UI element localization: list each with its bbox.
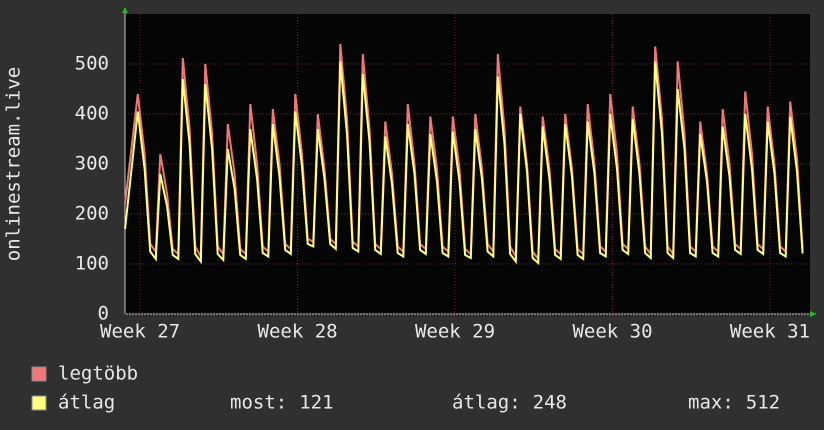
stat-label: max: xyxy=(688,392,734,414)
y-tick-label: 500 xyxy=(75,53,109,75)
legend-swatch xyxy=(31,395,47,411)
x-tick-label: Week 28 xyxy=(258,321,338,343)
y-tick-label: 100 xyxy=(75,253,109,275)
y-tick-label: 400 xyxy=(75,103,109,125)
series-line xyxy=(124,61,804,266)
y-tick-label: 300 xyxy=(75,153,109,175)
x-tick-label: Week 27 xyxy=(100,321,180,343)
stat-value: 248 xyxy=(533,392,567,414)
x-tick-label: Week 29 xyxy=(415,321,495,343)
stat-label: átlag: xyxy=(452,392,521,414)
y-tick-label: 0 xyxy=(98,303,109,325)
stat-label: most: xyxy=(230,392,287,414)
legend: legtöbb átlag most: 121 átlag: 248 max: 512 xyxy=(31,363,780,414)
axis-arrow xyxy=(810,311,816,317)
x-tick-label: Week 31 xyxy=(730,321,810,343)
legend-label: átlag xyxy=(58,392,115,414)
axis-arrow xyxy=(122,7,128,13)
legend-label: legtöbb xyxy=(58,363,138,385)
legend-swatch xyxy=(31,366,47,382)
y-tick-label: 200 xyxy=(75,203,109,225)
stat-value: 121 xyxy=(299,392,333,414)
y-axis-label: onlinestream.live xyxy=(3,67,25,261)
x-tick-label: Week 30 xyxy=(572,321,652,343)
series-line xyxy=(124,43,804,262)
stat-value: 512 xyxy=(746,392,780,414)
